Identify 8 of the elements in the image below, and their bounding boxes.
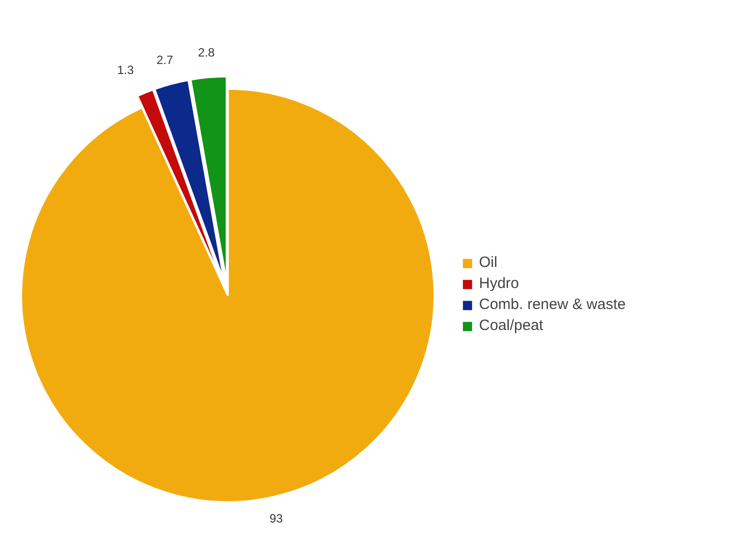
legend-label: Hydro	[479, 275, 520, 292]
legend-label: Comb. renew & waste	[479, 296, 626, 313]
legend-label: Oil	[479, 254, 498, 271]
data-label: 1.3	[117, 62, 134, 77]
data-label: 93	[269, 511, 284, 526]
data-label: 2.8	[198, 46, 216, 60]
legend-label: Coal/peat	[479, 317, 544, 334]
data-label: 2.7	[156, 53, 174, 67]
